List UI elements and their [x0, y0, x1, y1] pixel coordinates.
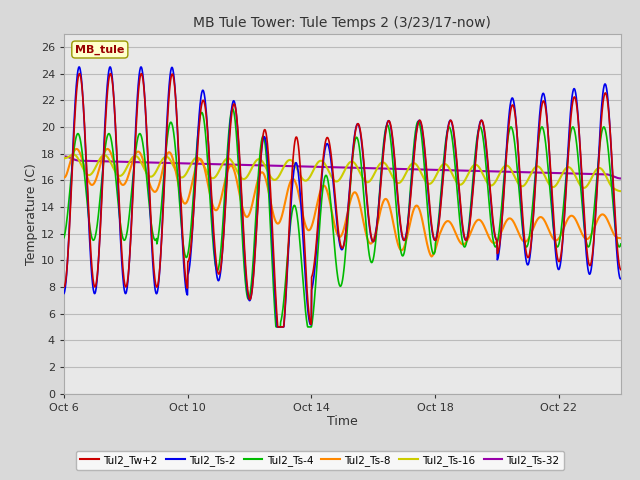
Tul2_Tw+2 [419, 127, 426, 132]
Tul2_Ts-8 [300, 214, 307, 219]
Line: Tul2_Tw+2: Tul2_Tw+2 [64, 73, 621, 327]
Tul2_Ts-2 [273, 324, 281, 330]
Tul2_Ts-32 [418, 167, 426, 172]
Tul2_Ts-4 [272, 324, 280, 330]
Y-axis label: Temperature (C): Temperature (C) [25, 163, 38, 264]
Tul2_Ts-4 [308, 316, 316, 322]
Tul2_Ts-2 [300, 245, 307, 251]
Tul2_Tw+2 [274, 324, 282, 330]
Tul2_Ts-8 [541, 218, 548, 224]
Text: MB_tule: MB_tule [75, 44, 125, 55]
Tul2_Ts-32 [540, 170, 548, 176]
Tul2_Ts-8 [308, 222, 316, 228]
Tul2_Ts-2 [541, 95, 548, 100]
Title: MB Tule Tower: Tule Temps 2 (3/23/17-now): MB Tule Tower: Tule Temps 2 (3/23/17-now… [193, 16, 492, 30]
Line: Tul2_Ts-8: Tul2_Ts-8 [64, 149, 621, 256]
Tul2_Ts-2 [617, 276, 625, 282]
Tul2_Ts-8 [356, 205, 364, 211]
Line: Tul2_Ts-2: Tul2_Ts-2 [64, 67, 621, 327]
Line: Tul2_Ts-32: Tul2_Ts-32 [64, 156, 621, 179]
Tul2_Ts-32 [617, 176, 625, 181]
Tul2_Ts-32 [93, 158, 100, 164]
Tul2_Ts-4 [357, 159, 365, 165]
Tul2_Ts-2 [60, 290, 68, 296]
Tul2_Ts-16 [308, 170, 316, 176]
Tul2_Tw+2 [357, 132, 365, 137]
Tul2_Ts-2 [308, 283, 316, 288]
Tul2_Tw+2 [76, 71, 83, 76]
Tul2_Tw+2 [300, 223, 307, 229]
Tul2_Ts-32 [308, 164, 316, 169]
Tul2_Ts-2 [357, 134, 365, 140]
Tul2_Ts-2 [93, 276, 101, 281]
Tul2_Ts-8 [93, 173, 101, 179]
Tul2_Tw+2 [308, 271, 316, 277]
Tul2_Ts-8 [419, 217, 426, 223]
Tul2_Ts-32 [299, 164, 307, 169]
Tul2_Tw+2 [541, 100, 548, 106]
Tul2_Ts-8 [428, 253, 435, 259]
Tul2_Ts-16 [60, 156, 68, 161]
Tul2_Tw+2 [60, 284, 68, 290]
Tul2_Tw+2 [617, 267, 625, 273]
Tul2_Ts-4 [419, 143, 426, 148]
Tul2_Ts-8 [73, 146, 81, 152]
Tul2_Ts-8 [60, 175, 68, 180]
Tul2_Ts-16 [617, 188, 625, 194]
Tul2_Ts-4 [541, 133, 548, 139]
X-axis label: Time: Time [327, 415, 358, 429]
Tul2_Ts-16 [356, 171, 364, 177]
Legend: Tul2_Tw+2, Tul2_Ts-2, Tul2_Ts-4, Tul2_Ts-8, Tul2_Ts-16, Tul2_Ts-32: Tul2_Tw+2, Tul2_Ts-2, Tul2_Ts-4, Tul2_Ts… [76, 451, 564, 470]
Tul2_Ts-16 [300, 177, 307, 182]
Tul2_Ts-4 [93, 225, 100, 230]
Tul2_Ts-16 [419, 172, 426, 178]
Tul2_Ts-16 [93, 161, 101, 167]
Tul2_Ts-2 [76, 64, 83, 70]
Tul2_Ts-32 [356, 165, 364, 171]
Line: Tul2_Ts-4: Tul2_Ts-4 [64, 109, 621, 327]
Tul2_Tw+2 [93, 273, 101, 278]
Tul2_Ts-4 [617, 241, 625, 247]
Tul2_Ts-4 [60, 235, 68, 240]
Tul2_Ts-32 [60, 154, 68, 159]
Tul2_Ts-16 [541, 172, 548, 178]
Tul2_Ts-2 [419, 129, 426, 134]
Tul2_Ts-4 [228, 106, 236, 112]
Tul2_Ts-4 [300, 286, 307, 292]
Tul2_Ts-8 [617, 235, 625, 241]
Tul2_Ts-16 [70, 152, 77, 157]
Line: Tul2_Ts-16: Tul2_Ts-16 [64, 155, 621, 191]
